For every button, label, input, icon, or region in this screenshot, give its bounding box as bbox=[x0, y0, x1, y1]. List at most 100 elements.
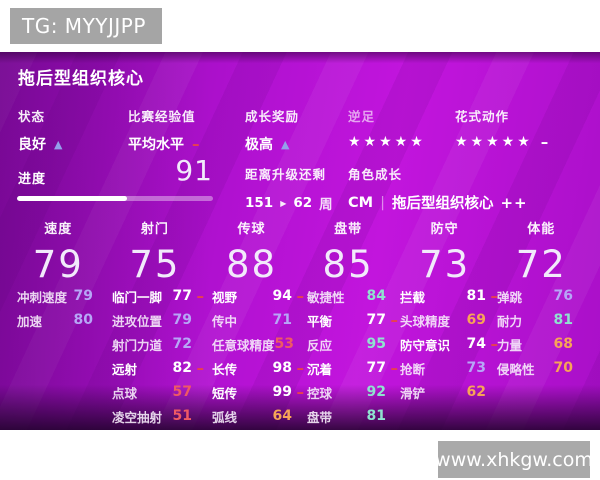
detail-stat-label: 抢断 bbox=[400, 361, 426, 377]
detail-column: 冲刺速度 79 加速 80 bbox=[17, 284, 105, 332]
main-attribute-value: 79 bbox=[32, 243, 84, 286]
upgrade-remaining-label: 距离升级还剩 bbox=[245, 167, 327, 182]
role-name: 拖后型组织核心 bbox=[391, 196, 494, 212]
main-attribute-value: 73 bbox=[419, 243, 471, 286]
detail-stat-value: 77 bbox=[172, 288, 192, 304]
page-title: 拖后型组织核心 bbox=[18, 69, 144, 89]
detail-stat-label: 耐力 bbox=[497, 313, 523, 329]
detail-stat-row: 防守意识 74– bbox=[400, 332, 498, 356]
detail-stat-value: 70 bbox=[553, 360, 573, 376]
detail-stat-value: 57 bbox=[172, 384, 192, 400]
detail-stat-label: 视野 bbox=[212, 289, 238, 305]
detail-stat-label: 侵略性 bbox=[497, 361, 535, 377]
upgrade-current-value: 151 bbox=[245, 195, 274, 211]
detail-column: 敏捷性 84 平衡 77– 反应 95 沉着 77– 控球 92 盘带 81 bbox=[307, 284, 398, 428]
detail-stat-label: 弧线 bbox=[212, 409, 238, 425]
minus-modifier-icon: – bbox=[296, 383, 305, 401]
detail-stat-value: 72 bbox=[172, 336, 192, 352]
detail-stat-row: 拦截 81– bbox=[400, 284, 498, 308]
detail-stat-value: 80 bbox=[73, 312, 93, 328]
star-rating: ★★★★★ bbox=[455, 134, 533, 150]
overview-item-label: 花式动作 bbox=[455, 109, 510, 124]
site-watermark: www.xhkgw.com bbox=[435, 441, 593, 478]
detail-stat-row: 耐力 81 bbox=[497, 308, 585, 332]
up-triangle-icon: ▲ bbox=[281, 137, 290, 151]
overview-item-value: 良好 bbox=[18, 137, 46, 153]
detail-stat-row: 任意球精度 53 bbox=[212, 332, 304, 356]
upgrade-remaining-block: 距离升级还剩 151 ▶ 62 周 bbox=[245, 164, 333, 213]
up-triangle-icon: ▲ bbox=[54, 137, 63, 151]
detail-column: 视野 94– 传中 71 任意球精度 53 长传 98– 短传 99– 弧线 64 bbox=[212, 284, 304, 428]
detail-stat-value: 74 bbox=[466, 336, 486, 352]
overview-item: 状态 良好 ▲ bbox=[18, 106, 62, 154]
detail-stat-label: 冲刺速度 bbox=[17, 289, 68, 305]
detail-stat-row: 沉着 77– bbox=[307, 356, 398, 380]
detail-stat-value: 69 bbox=[466, 312, 486, 328]
detail-stat-value: 79 bbox=[172, 312, 192, 328]
detail-stat-label: 任意球精度 bbox=[212, 337, 275, 353]
tg-watermark-text: TG: MYYJJPP bbox=[22, 14, 146, 38]
detail-stat-label: 射门力道 bbox=[112, 337, 163, 353]
detail-stat-label: 加速 bbox=[17, 313, 43, 329]
detail-stat-label: 反应 bbox=[307, 337, 333, 353]
upgrade-unit: 周 bbox=[319, 197, 333, 213]
minus-modifier-icon: – bbox=[390, 311, 399, 329]
main-attribute: 体能 72 bbox=[493, 218, 590, 286]
detail-stat-value: 84 bbox=[366, 288, 386, 304]
overview-item: 比赛经验值 平均水平 – bbox=[128, 106, 200, 154]
detail-stat-row: 力量 68 bbox=[497, 332, 585, 356]
detail-stat-label: 短传 bbox=[212, 385, 238, 401]
detail-stat-label: 盘带 bbox=[307, 409, 333, 425]
detail-stat-label: 拦截 bbox=[400, 289, 426, 305]
detail-stat-value: 53 bbox=[274, 336, 294, 352]
detail-stat-value: 81 bbox=[366, 408, 386, 424]
detail-stat-row: 弹跳 76 bbox=[497, 284, 585, 308]
detail-column: 弹跳 76 耐力 81 力量 68 侵略性 70 bbox=[497, 284, 585, 380]
detail-stat-row: 抢断 73 bbox=[400, 356, 498, 380]
detail-stat-row: 盘带 81 bbox=[307, 404, 398, 428]
detail-stat-label: 滑铲 bbox=[400, 385, 426, 401]
detail-stat-value: 77 bbox=[366, 312, 386, 328]
detail-column: 临门一脚 77– 进攻位置 79 射门力道 72 远射 82– 点球 57 凌空抽射 51 bbox=[112, 284, 204, 428]
detail-column: 拦截 81– 头球精度 69 防守意识 74– 抢断 73 滑铲 62 bbox=[400, 284, 498, 404]
detail-stat-value: 99 bbox=[272, 384, 292, 400]
detail-stat-row: 平衡 77– bbox=[307, 308, 398, 332]
detail-stat-label: 进攻位置 bbox=[112, 313, 163, 329]
detail-stat-value: 81 bbox=[466, 288, 486, 304]
detail-stat-value: 95 bbox=[366, 336, 386, 352]
main-attribute-label: 防守 bbox=[430, 222, 459, 237]
detail-stat-value: 79 bbox=[73, 288, 93, 304]
detail-stat-label: 弹跳 bbox=[497, 289, 523, 305]
detail-stat-row: 点球 57 bbox=[112, 380, 204, 404]
detail-stat-label: 长传 bbox=[212, 361, 238, 377]
detail-stat-label: 头球精度 bbox=[400, 313, 451, 329]
upgrade-target-value: 62 bbox=[293, 195, 313, 211]
main-attribute: 速度 79 bbox=[10, 218, 107, 286]
overview-item: 成长奖励 极高 ▲ bbox=[245, 106, 299, 154]
detail-stat-value: 51 bbox=[172, 408, 192, 424]
detail-stat-row: 侵略性 70 bbox=[497, 356, 585, 380]
main-attribute-label: 传球 bbox=[237, 222, 266, 237]
detail-stat-row: 视野 94– bbox=[212, 284, 304, 308]
detail-stat-value: 92 bbox=[366, 384, 386, 400]
detail-stat-label: 传中 bbox=[212, 313, 238, 329]
main-attribute-value: 88 bbox=[225, 243, 278, 286]
overview-item-value: 极高 bbox=[245, 137, 273, 153]
overview-item: 花式动作 ★★★★★ – bbox=[455, 106, 548, 150]
detail-stat-value: 73 bbox=[466, 360, 486, 376]
role-position: CM bbox=[348, 194, 374, 211]
detail-stat-row: 远射 82– bbox=[112, 356, 204, 380]
detail-stat-row: 临门一脚 77– bbox=[112, 284, 204, 308]
site-watermark-text: www.xhkgw.com bbox=[435, 448, 593, 471]
detail-stat-label: 点球 bbox=[112, 385, 138, 401]
detail-stat-row: 弧线 64 bbox=[212, 404, 304, 428]
detail-stat-value: 77 bbox=[366, 360, 386, 376]
role-divider: | bbox=[380, 194, 385, 211]
minus-modifier-icon: – bbox=[490, 287, 499, 305]
detail-stat-row: 短传 99– bbox=[212, 380, 304, 404]
minus-modifier-icon: – bbox=[390, 359, 399, 377]
detail-stat-value: 98 bbox=[272, 360, 292, 376]
detail-stat-value: 94 bbox=[272, 288, 292, 304]
detail-stat-row: 滑铲 62 bbox=[400, 380, 498, 404]
